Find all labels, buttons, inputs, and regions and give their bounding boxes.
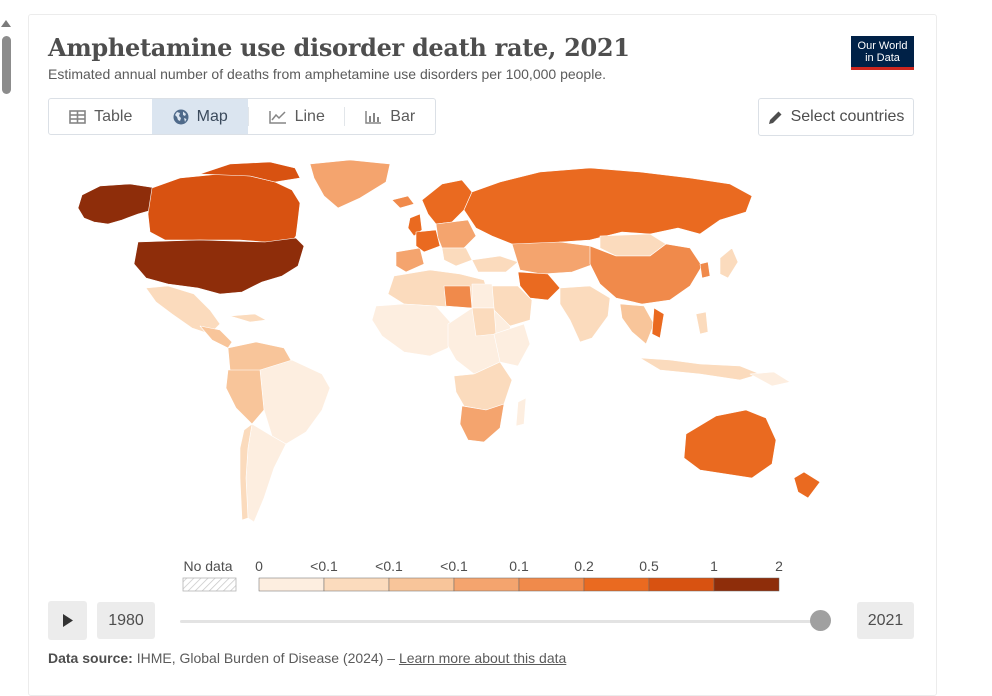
country-papua[interactable] [749, 371, 791, 387]
tab-bar[interactable]: Bar [345, 99, 435, 134]
timeline-start-year[interactable]: 1980 [97, 602, 155, 639]
tab-table-label: Table [94, 107, 133, 125]
country-egypt[interactable] [471, 283, 495, 309]
tab-line-label: Line [294, 107, 325, 125]
timeline-slider-track[interactable] [180, 620, 830, 623]
legend-tick-label: 0 [255, 558, 263, 574]
country-new-zealand[interactable] [793, 471, 821, 499]
legend-color-bin[interactable] [518, 577, 585, 592]
page-title: Amphetamine use disorder death rate, 202… [48, 33, 630, 62]
country-philippines[interactable] [695, 311, 709, 335]
legend-no-data-swatch [182, 577, 237, 592]
country-scandinavia[interactable] [421, 179, 473, 225]
select-countries-label: Select countries [790, 108, 905, 125]
country-korea[interactable] [699, 261, 711, 279]
country-kazakhstan-central-asia[interactable] [511, 241, 595, 275]
view-tabs: Table Map Line Bar [48, 98, 436, 135]
country-spain[interactable] [395, 247, 425, 273]
country-central-europe[interactable] [435, 219, 477, 249]
country-chile[interactable] [239, 423, 253, 521]
country-indonesia[interactable] [639, 357, 761, 381]
legend-color-bin[interactable] [388, 577, 455, 592]
tab-divider [247, 107, 249, 126]
data-source-label: Data source: [48, 650, 133, 666]
legend-color-bin[interactable] [583, 577, 650, 592]
tab-map[interactable]: Map [152, 99, 248, 134]
country-russia[interactable] [463, 167, 753, 249]
country-turkey[interactable] [471, 255, 519, 273]
legend-color-bin[interactable] [453, 577, 520, 592]
country-vietnam[interactable] [651, 307, 665, 339]
legend-tick-label: <0.1 [310, 558, 338, 574]
table-icon [69, 109, 86, 124]
country-sudan[interactable] [471, 307, 497, 337]
country-madagascar[interactable] [515, 397, 527, 427]
tab-divider [344, 107, 346, 126]
legend-no-data-label: No data [183, 558, 232, 574]
country-japan[interactable] [719, 247, 739, 279]
owid-logo[interactable]: Our World in Data [851, 36, 914, 70]
data-source-text: IHME, Global Burden of Disease (2024) – [136, 650, 396, 666]
play-icon [62, 614, 73, 627]
country-iceland[interactable] [391, 195, 415, 209]
tab-line[interactable]: Line [249, 99, 345, 134]
data-source: Data source: IHME, Global Burden of Dise… [48, 650, 566, 666]
country-united-states[interactable] [133, 237, 305, 295]
country-libya[interactable] [443, 285, 473, 309]
learn-more-link[interactable]: Learn more about this data [398, 650, 567, 666]
legend-tick-label: 2 [775, 558, 783, 574]
legend-tick-label: <0.1 [440, 558, 468, 574]
legend-tick-label: 0.5 [639, 558, 659, 574]
legend-tick-label: 0.2 [574, 558, 594, 574]
country-canada[interactable] [147, 173, 301, 245]
country-canada-islands[interactable] [199, 161, 301, 183]
country-south-africa[interactable] [459, 403, 505, 443]
world-map[interactable] [60, 148, 860, 548]
legend-color-bin[interactable] [258, 577, 325, 592]
country-west-africa[interactable] [371, 303, 453, 357]
legend-color-bin[interactable] [713, 577, 780, 592]
legend-color-bin[interactable] [648, 577, 715, 592]
tab-table[interactable]: Table [49, 99, 152, 134]
country-alaska[interactable] [77, 183, 157, 225]
country-india[interactable] [559, 285, 611, 343]
country-east-africa[interactable] [493, 323, 531, 367]
scrollbar-thumb[interactable] [2, 36, 11, 94]
bar-chart-icon [365, 110, 382, 124]
tab-map-label: Map [196, 107, 228, 125]
scroll-up-arrow-icon[interactable] [1, 20, 11, 27]
page-subtitle: Estimated annual number of deaths from a… [48, 66, 607, 82]
timeline-end-year[interactable]: 2021 [857, 602, 914, 639]
country-brazil[interactable] [259, 359, 331, 445]
country-greenland[interactable] [309, 159, 391, 209]
logo-line1: Our World [857, 40, 908, 52]
logo-line2: in Data [865, 52, 900, 64]
legend-tick-label: 0.1 [509, 558, 529, 574]
country-southeast-asia[interactable] [619, 303, 655, 345]
select-countries-button[interactable]: Select countries [758, 98, 914, 136]
country-china[interactable] [589, 243, 703, 305]
timeline-slider-handle[interactable] [810, 610, 831, 631]
country-cuba[interactable] [229, 313, 267, 323]
country-balkans[interactable] [441, 247, 473, 267]
country-mexico[interactable] [145, 285, 221, 335]
country-peru[interactable] [225, 369, 265, 425]
country-australia[interactable] [683, 409, 777, 479]
line-chart-icon [268, 110, 286, 124]
legend-tick-label: <0.1 [375, 558, 403, 574]
legend-tick-label: 1 [710, 558, 718, 574]
country-france[interactable] [415, 229, 441, 253]
map-legend: No data 0 <0.1 <0.1 <0.1 0.1 0.2 0.5 1 2 [182, 558, 783, 592]
country-iran[interactable] [517, 271, 561, 301]
globe-icon [173, 109, 189, 124]
play-button[interactable] [48, 601, 87, 640]
legend-color-bin[interactable] [323, 577, 390, 592]
country-central-america[interactable] [199, 325, 233, 349]
tab-bar-label: Bar [390, 107, 416, 125]
pencil-icon [768, 111, 782, 124]
